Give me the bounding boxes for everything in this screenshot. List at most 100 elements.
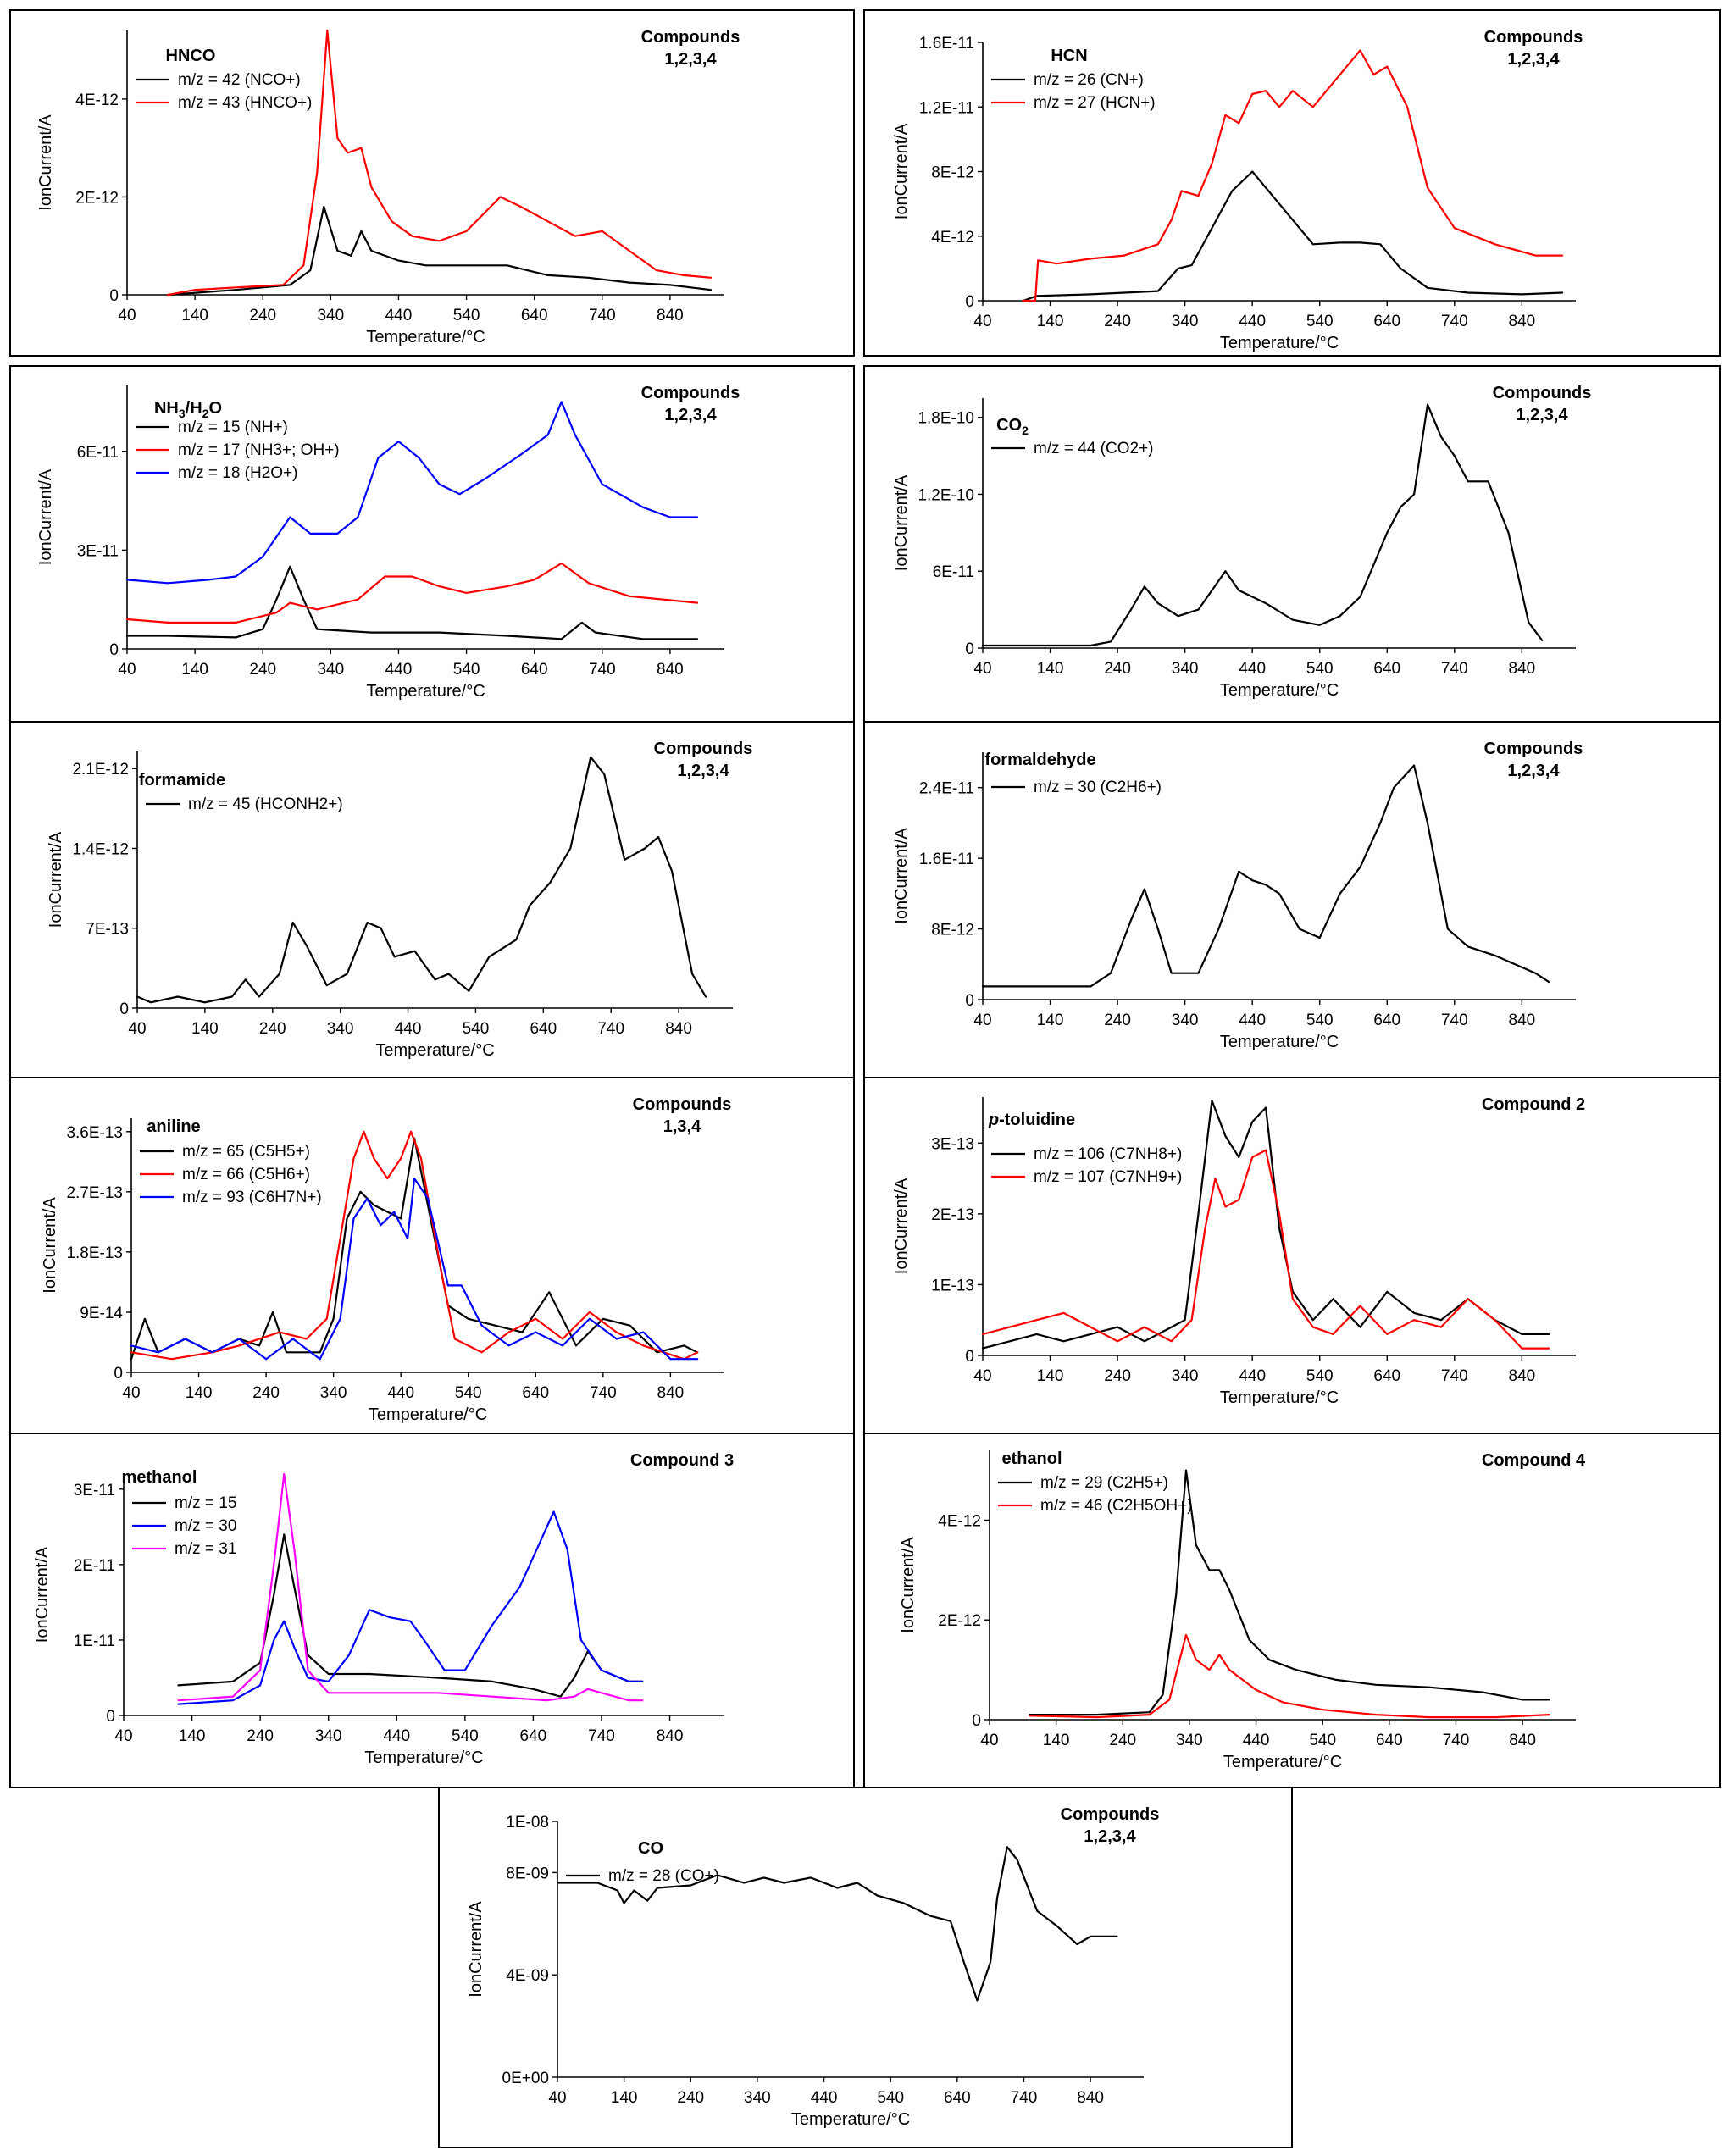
panel-frame	[9, 9, 855, 357]
compounds-label: 1,2,3,4	[1084, 1827, 1136, 1846]
x-tick-label: 740	[597, 1020, 624, 1038]
x-tick-label: 740	[589, 661, 616, 679]
y-axis-label: IonCurrent/A	[33, 1546, 52, 1643]
x-tick-label: 240	[677, 2089, 704, 2107]
x-axis-label: Temperature/°C	[791, 2110, 910, 2129]
compounds-label: 1,2,3,4	[1516, 406, 1568, 424]
x-tick-label: 840	[657, 1727, 684, 1745]
x-tick-label: 440	[385, 307, 413, 324]
y-tick-label: 3.6E-13	[66, 1124, 123, 1142]
x-tick-label: 740	[1011, 2089, 1038, 2107]
panel-frame	[438, 1787, 1293, 2148]
x-tick-label: 540	[455, 1384, 482, 1402]
x-tick-label: 840	[657, 1384, 685, 1402]
x-tick-label: 240	[247, 1727, 274, 1745]
x-tick-label: 640	[530, 1020, 557, 1038]
x-tick-label: 640	[520, 1727, 547, 1745]
x-tick-label: 440	[395, 1020, 422, 1038]
compounds-label: Compounds	[633, 1095, 732, 1114]
legend-label: m/z = 29 (C2H5+)	[1040, 1474, 1168, 1492]
y-axis-label: IonCurrent/A	[899, 1537, 918, 1633]
y-tick-label: 1.6E-11	[919, 35, 974, 53]
series-line-1	[981, 764, 1550, 988]
chart-panel-10: 40 140 240 340 440 540 640 740 840 0 2E-12 4E-12 Tem…	[863, 1433, 1721, 1788]
x-tick-label: 440	[1239, 660, 1266, 678]
panel-frame	[863, 721, 1721, 1078]
x-tick-label: 240	[1104, 1011, 1131, 1029]
x-tick-label: 340	[320, 1384, 347, 1402]
x-axis-label: Temperature/°C	[1220, 1033, 1339, 1051]
panel-frame	[9, 1433, 855, 1788]
compounds-label: Compound 3	[630, 1451, 734, 1470]
compounds-label: 1,2,3,4	[664, 50, 717, 69]
series-line-3	[130, 1178, 699, 1361]
panel-frame	[863, 365, 1721, 723]
y-tick-label: 7E-13	[86, 921, 129, 939]
x-tick-label: 840	[657, 661, 684, 679]
x-tick-label: 540	[1309, 1732, 1336, 1749]
x-tick-label: 640	[944, 2089, 971, 2107]
compounds-label: 1,3,4	[663, 1117, 701, 1136]
chart-panel-1: 40 140 240 340 440 540 640 740 840 0 2E-12 4E-12 Tem…	[9, 9, 855, 357]
y-tick-label: 0	[109, 287, 119, 305]
x-tick-label: 540	[1306, 660, 1334, 678]
panel-title: HCN	[1051, 47, 1087, 65]
x-tick-label: 140	[1043, 1732, 1070, 1749]
compounds-label: Compound 4	[1482, 1451, 1586, 1470]
series-line-1	[981, 1100, 1550, 1350]
x-tick-label: 740	[588, 1727, 615, 1745]
series-line-1	[177, 1533, 644, 1698]
x-tick-label: 140	[179, 1727, 206, 1745]
x-tick-label: 140	[191, 1020, 219, 1038]
y-tick-label: 1.8E-10	[918, 410, 974, 428]
x-tick-label: 40	[122, 1384, 140, 1402]
y-tick-label: 3E-13	[931, 1135, 974, 1153]
panel-title: CO2	[996, 416, 1029, 437]
panel-frame	[863, 9, 1721, 357]
x-tick-label: 740	[1441, 660, 1468, 678]
x-tick-label: 340	[744, 2089, 771, 2107]
x-tick-label: 640	[1373, 1367, 1400, 1385]
x-tick-label: 840	[1509, 313, 1536, 330]
x-tick-label: 740	[590, 1384, 617, 1402]
legend-label: m/z = 45 (HCONH2+)	[188, 795, 343, 813]
series-line-3	[125, 401, 699, 585]
x-tick-label: 840	[657, 307, 684, 324]
y-tick-label: 1.4E-12	[72, 840, 129, 858]
x-tick-label: 40	[973, 313, 991, 330]
x-tick-label: 140	[611, 2089, 638, 2107]
panel-title: ethanol	[1001, 1449, 1062, 1468]
series-line-2	[125, 562, 699, 624]
series-line-1	[981, 403, 1544, 647]
chart-panel-5: 40 140 240 340 440 540 640 740 840 0 7E-13 1.4E-12 2…	[9, 721, 855, 1078]
y-tick-label: 9E-14	[80, 1305, 123, 1322]
series-line-2	[1022, 49, 1564, 302]
x-tick-label: 640	[1373, 313, 1400, 330]
y-tick-label: 1.2E-11	[919, 99, 974, 117]
y-tick-label: 6E-11	[77, 444, 119, 462]
compounds-label: 1,2,3,4	[677, 762, 729, 780]
y-axis-label: IonCurrent/A	[47, 831, 65, 928]
x-tick-label: 40	[118, 661, 136, 679]
y-tick-label: 0	[119, 1000, 129, 1018]
chart-panel-8: 40 140 240 340 440 540 640 740 840 0 1E-13 2E-13 3E-…	[863, 1077, 1721, 1434]
compounds-label: Compounds	[641, 384, 740, 402]
x-tick-label: 740	[589, 307, 616, 324]
compounds-label: 1,2,3,4	[664, 406, 717, 424]
y-tick-label: 0E+00	[502, 2070, 549, 2087]
x-tick-label: 140	[1037, 313, 1064, 330]
y-tick-label: 2.7E-13	[66, 1184, 123, 1202]
y-tick-label: 2.4E-11	[919, 780, 974, 798]
panel-frame	[9, 365, 855, 723]
x-tick-label: 140	[181, 307, 208, 324]
x-tick-label: 440	[1239, 313, 1266, 330]
chart-panel-6: 40 140 240 340 440 540 640 740 840 0 8E-12 1.6E-11 2…	[863, 721, 1721, 1078]
x-tick-label: 340	[1172, 1367, 1199, 1385]
x-tick-label: 40	[980, 1732, 998, 1749]
y-tick-label: 2E-11	[74, 1557, 115, 1575]
legend-label: m/z = 46 (C2H5OH+)	[1040, 1497, 1193, 1515]
y-tick-label: 0	[106, 1708, 115, 1726]
x-axis-label: Temperature/°C	[375, 1041, 494, 1060]
series-line-2	[177, 1510, 644, 1705]
y-axis-label: IonCurrent/A	[41, 1197, 59, 1294]
